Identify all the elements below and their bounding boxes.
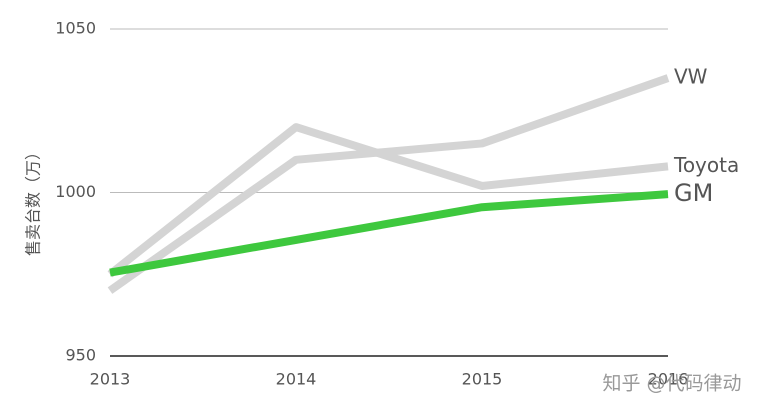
series-label: GM [674, 179, 713, 207]
series-line [107, 123, 669, 278]
series-label: VW [674, 65, 708, 89]
series-line [109, 190, 669, 277]
series-line [107, 74, 670, 294]
y-tick-label: 1000 [55, 182, 96, 201]
y-tick-label: 1050 [55, 19, 96, 38]
y-tick-label: 950 [65, 346, 96, 365]
x-tick-label: 2013 [90, 370, 131, 389]
x-tick-label: 2015 [462, 370, 503, 389]
x-tick-label: 2016 [648, 370, 689, 389]
y-axis-label: 售卖台数（万） [24, 144, 43, 256]
watermark: 知乎 @代码律动 [602, 373, 741, 395]
x-tick-label: 2014 [276, 370, 317, 389]
series-label: Toyota [673, 153, 739, 177]
